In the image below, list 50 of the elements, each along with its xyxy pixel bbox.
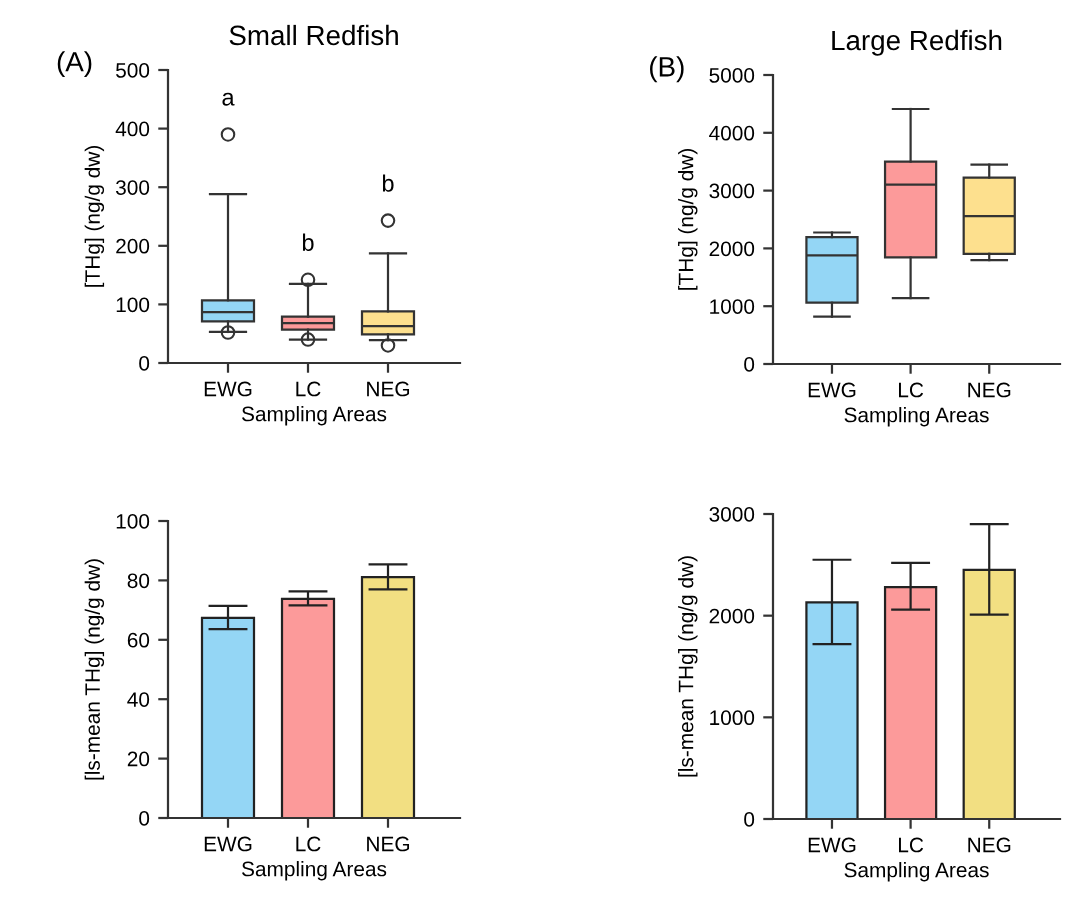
- text: (B): [650, 56, 684, 83]
- y-tick-label: 20: [127, 751, 150, 767]
- chart-title: Large Redfish: [832, 29, 1002, 56]
- y-tick-label: 500: [116, 63, 150, 78]
- y-tick-label: 100: [116, 297, 150, 313]
- y-tick-label: 80: [127, 573, 150, 589]
- x-tick-label: EWG: [204, 381, 252, 397]
- y-axis-title: [ls-mean THg] (ng/g dw): [84, 559, 105, 780]
- chart-title: Small Redfish: [229, 24, 398, 46]
- x-axis-title: Sampling Areas: [844, 862, 989, 882]
- x-axis-title: Sampling Areas: [241, 406, 387, 426]
- y-axis-title: [THg] (ng/g dw): [678, 149, 698, 290]
- y-tick-label: 60: [127, 632, 150, 648]
- y-axis-title: [ls-mean THg] (ng/g dw): [678, 556, 698, 777]
- annotation: b: [302, 233, 314, 251]
- y-tick-label: 2000: [709, 241, 755, 257]
- y-tick-label: 200: [116, 238, 150, 254]
- y-tick-label: 0: [139, 356, 150, 371]
- x-tick-label: EWG: [808, 382, 856, 398]
- annotation: a: [222, 92, 235, 106]
- y-tick-label: 0: [744, 357, 755, 372]
- annotation: b: [382, 174, 394, 192]
- y-tick-label: 5000: [709, 68, 755, 83]
- x-tick-label: LC: [296, 381, 321, 397]
- x-axis-title: Sampling Areas: [241, 861, 387, 881]
- y-tick-label: 0: [139, 811, 150, 826]
- y-tick-label: 300: [115, 180, 150, 195]
- y-tick-label: 1000: [710, 710, 755, 726]
- x-tick-label: LC: [899, 837, 924, 853]
- y-tick-label: 3000: [709, 183, 755, 199]
- x-tick-label: NEG: [367, 836, 410, 852]
- x-tick-label: NEG: [968, 837, 1011, 853]
- x-tick-label: LC: [296, 836, 321, 852]
- x-tick-label: NEG: [968, 382, 1011, 398]
- y-tick-label: 2000: [709, 608, 755, 624]
- x-tick-label: NEG: [367, 381, 410, 397]
- y-tick-label: 3000: [709, 507, 755, 522]
- y-tick-label: 0: [744, 812, 755, 827]
- bar: [280, 597, 336, 818]
- y-axis-title: [THg] (ng/g dw): [84, 146, 105, 287]
- y-tick-label: 100: [116, 514, 150, 529]
- y-tick-label: 400: [115, 121, 150, 137]
- y-tick-label: 1000: [710, 299, 755, 314]
- y-tick-label: 4000: [709, 125, 755, 141]
- text: (A): [57, 51, 92, 78]
- x-tick-label: EWG: [204, 836, 252, 852]
- x-tick-label: EWG: [808, 837, 856, 853]
- y-tick-label: 40: [127, 692, 150, 707]
- x-axis-title: Sampling Areas: [844, 407, 989, 427]
- x-tick-label: LC: [899, 382, 924, 398]
